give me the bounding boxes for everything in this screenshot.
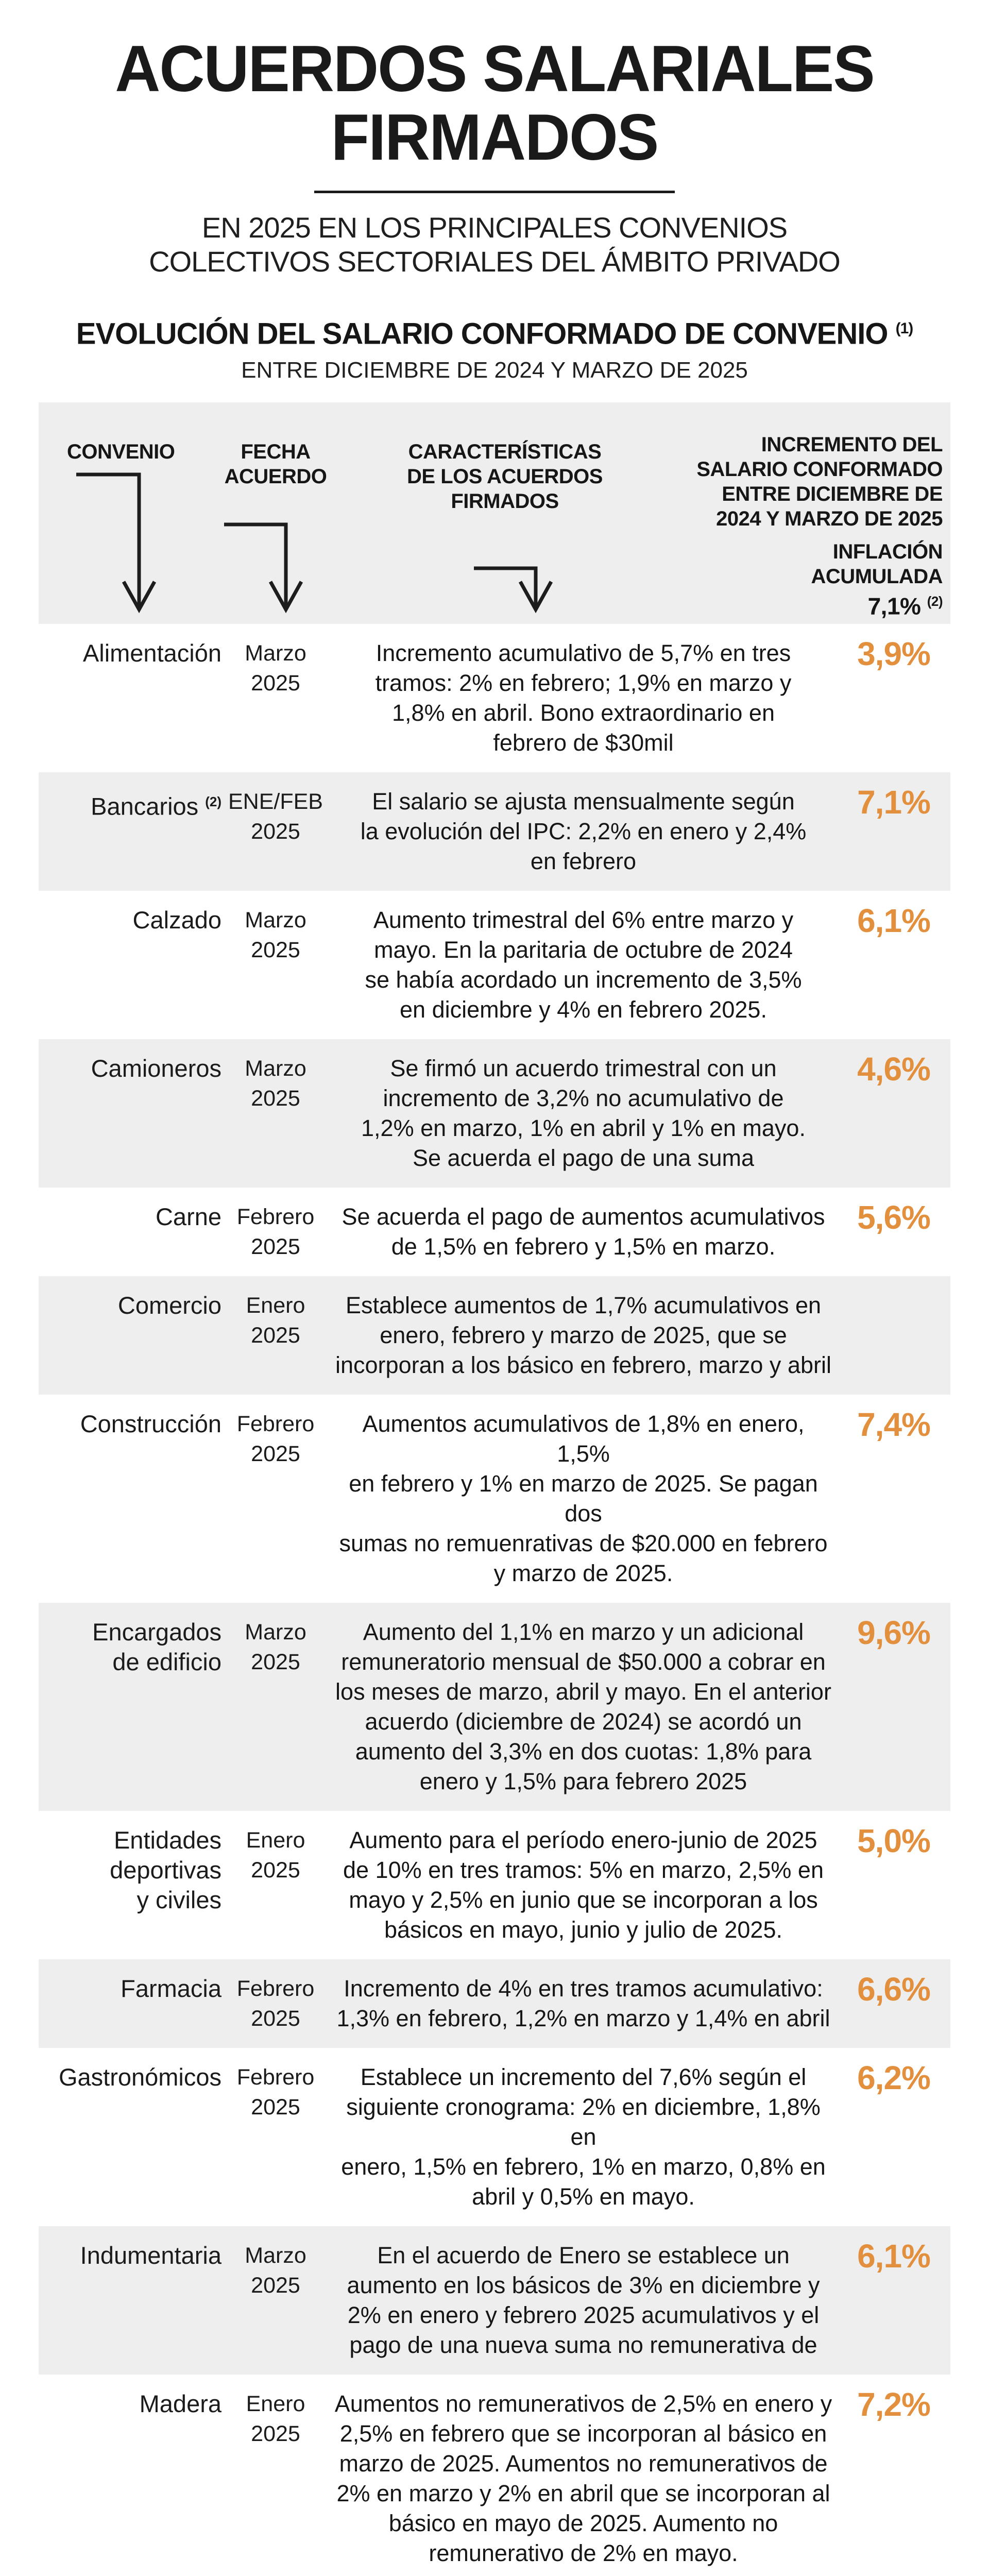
row-incremento-pct: 9,6% xyxy=(857,1614,931,1652)
row-convenio-name: Carne xyxy=(155,1203,221,1231)
row-fecha-acuerdo: Febrero 2025 xyxy=(236,2065,315,2120)
row-incremento-pct: 6,6% xyxy=(857,1971,931,2008)
table-row: Farmacia Febrero 2025 Incremento de 4% en … xyxy=(39,1959,950,2048)
row-incremento-pct: 5,6% xyxy=(857,1199,931,1236)
row-fecha-acuerdo: Enero 2025 xyxy=(246,2392,305,2447)
row-fecha-acuerdo: Enero 2025 xyxy=(246,1828,305,1883)
row-convenio-name: Entidades deportivas y civiles xyxy=(110,1826,221,1914)
column-header-fecha-acuerdo: FECHA ACUERDO xyxy=(224,440,327,488)
row-incremento-pct: 6,1% xyxy=(857,2238,931,2275)
subtitle: EN 2025 EN LOS PRINCIPALES CONVENIOS COL… xyxy=(149,211,841,278)
agreements-table: CONVENIO FECHA ACUERDO CARACTERÍSTICAS D… xyxy=(39,402,950,2576)
row-caracteristicas: Aumento para el período enero-junio de 2… xyxy=(343,1827,824,1943)
row-fecha-acuerdo: Marzo 2025 xyxy=(245,908,306,963)
row-footnote-marker: (2) xyxy=(205,794,221,810)
column-header-caracteristicas: CARACTERÍSTICAS DE LOS ACUERDOS FIRMADOS xyxy=(407,440,603,513)
row-caracteristicas: El salario se ajusta mensualmente según … xyxy=(360,788,807,875)
row-fecha-acuerdo: Febrero 2025 xyxy=(236,1412,315,1467)
table-row: Encargados de edificio Marzo 2025 Aumento … xyxy=(39,1603,950,1811)
table-row: Madera Enero 2025 Aumentos no remunerativo… xyxy=(39,2375,950,2576)
row-caracteristicas: Se acuerda el pago de aumentos acumulati… xyxy=(342,1204,825,1260)
column-header-convenio: CONVENIO xyxy=(67,440,175,464)
row-convenio-name: Madera xyxy=(139,2390,221,2418)
row-convenio-name: Construcción xyxy=(80,1410,221,1438)
row-convenio-name: Farmacia xyxy=(121,1975,221,2003)
row-fecha-acuerdo: Enero 2025 xyxy=(246,1293,305,1348)
row-caracteristicas: Aumentos no remunerativos de 2,5% en ene… xyxy=(334,2391,832,2567)
row-fecha-acuerdo: Marzo 2025 xyxy=(245,2243,306,2298)
row-fecha-acuerdo: Febrero 2025 xyxy=(236,1976,315,2031)
row-caracteristicas: Aumento del 1,1% en marzo y un adicional… xyxy=(335,1619,831,1795)
row-incremento-pct: 5,0% xyxy=(857,1822,931,1860)
inflacion-footnote-marker: (2) xyxy=(927,594,943,609)
inflacion-value-text: 7,1% xyxy=(867,592,921,620)
table-row: Bancarios (2) ENE/FEB 2025 El salario se a… xyxy=(39,772,950,891)
page-title: ACUERDOS SALARIALES FIRMADOS xyxy=(115,32,875,174)
table-row: Gastronómicos Febrero 2025 Establece un in… xyxy=(39,2048,950,2226)
section-heading-text: EVOLUCIÓN DEL SALARIO CONFORMADO DE CONV… xyxy=(76,317,889,351)
row-fecha-acuerdo: Marzo 2025 xyxy=(245,1056,306,1111)
row-incremento-pct: 3,9% xyxy=(857,635,931,673)
row-convenio-name: Alimentación xyxy=(82,639,221,667)
row-incremento-pct: 4,6% xyxy=(857,1050,931,1088)
row-convenio-name: Camioneros xyxy=(91,1055,221,1082)
header-area: ACUERDOS SALARIALES FIRMADOS EN 2025 EN … xyxy=(0,0,989,384)
table-row: Comercio Enero 2025 Establece aumentos de … xyxy=(39,1276,950,1395)
row-incremento-pct: 6,1% xyxy=(857,902,931,940)
table-row: Camioneros Marzo 2025 Se firmó un acuerdo … xyxy=(39,1039,950,1188)
row-fecha-acuerdo: Marzo 2025 xyxy=(245,641,306,696)
row-fecha-acuerdo: ENE/FEB 2025 xyxy=(228,789,323,844)
row-convenio-name: Indumentaria xyxy=(80,2242,221,2269)
title-divider xyxy=(314,191,675,193)
row-convenio-name: Gastronómicos xyxy=(58,2063,221,2091)
row-fecha-acuerdo: Marzo 2025 xyxy=(245,1620,306,1675)
table-rows: Alimentación Marzo 2025 Incremento acumula… xyxy=(39,624,950,2576)
row-fecha-acuerdo: Febrero 2025 xyxy=(236,1205,315,1260)
row-convenio-name: Bancarios (2) xyxy=(91,792,221,820)
row-incremento-pct: 7,4% xyxy=(857,1406,931,1444)
table-row: Construcción Febrero 2025 Aumentos acumula… xyxy=(39,1395,950,1603)
row-caracteristicas: Incremento acumulativo de 5,7% en tres t… xyxy=(375,640,792,756)
row-convenio-name: Calzado xyxy=(132,906,221,934)
row-caracteristicas: Aumento trimestral del 6% entre marzo y … xyxy=(365,907,802,1023)
table-column-headers: CONVENIO FECHA ACUERDO CARACTERÍSTICAS D… xyxy=(39,402,950,624)
inflacion-acumulada-value: 7,1% (2) xyxy=(737,589,943,618)
row-incremento-pct: 7,1% xyxy=(857,784,931,821)
section-heading-footnote-marker: (1) xyxy=(895,320,914,337)
table-row: Carne Febrero 2025 Se acuerda el pago de a… xyxy=(39,1188,950,1276)
column-header-incremento: INCREMENTO DEL SALARIO CONFORMADO ENTRE … xyxy=(696,433,943,531)
table-row: Entidades deportivas y civiles Enero 2025… xyxy=(39,1811,950,1959)
table-row: Calzado Marzo 2025 Aumento trimestral del … xyxy=(39,891,950,1039)
table-row: Indumentaria Marzo 2025 En el acuerdo de E… xyxy=(39,2226,950,2375)
row-incremento-pct: 7,2% xyxy=(857,2386,931,2424)
row-caracteristicas: En el acuerdo de Enero se establece un a… xyxy=(347,2242,820,2359)
row-caracteristicas: Se firmó un acuerdo trimestral con un in… xyxy=(361,1055,806,1172)
row-caracteristicas: Establece aumentos de 1,7% acumulativos … xyxy=(335,1292,831,1379)
row-caracteristicas: Establece un incremento del 7,6% según e… xyxy=(341,2064,826,2210)
table-row: Alimentación Marzo 2025 Incremento acumula… xyxy=(39,624,950,772)
column-header-inflacion-acumulada: INFLACIÓN ACUMULADA xyxy=(811,540,943,588)
row-convenio-name: Comercio xyxy=(117,1292,221,1319)
row-incremento-pct: 6,2% xyxy=(857,2059,931,2097)
row-caracteristicas: Incremento de 4% en tres tramos acumulat… xyxy=(336,1975,830,2032)
row-convenio-name: Encargados de edificio xyxy=(92,1618,221,1676)
row-caracteristicas: Aumentos acumulativos de 1,8% en enero, … xyxy=(339,1411,828,1587)
section-heading: EVOLUCIÓN DEL SALARIO CONFORMADO DE CONV… xyxy=(0,313,989,350)
section-subtitle: ENTRE DICIEMBRE DE 2024 Y MARZO DE 2025 xyxy=(241,358,748,383)
down-arrow-icons xyxy=(76,472,553,614)
